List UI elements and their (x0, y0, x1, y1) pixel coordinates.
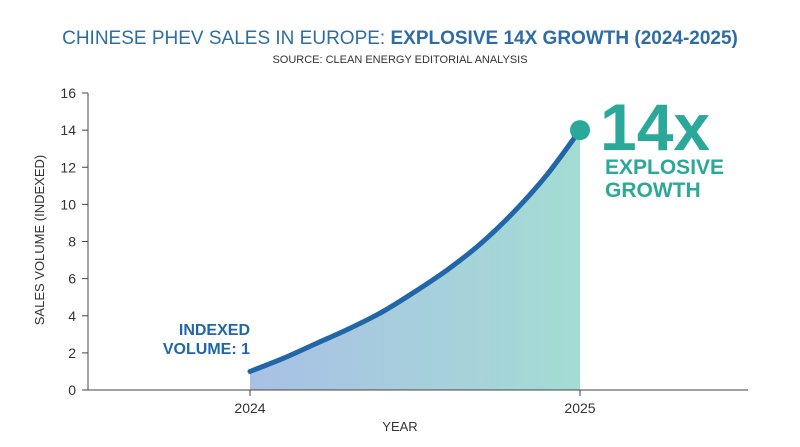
end-annotation-line2: GROWTH (605, 179, 701, 202)
growth-area-fill (250, 130, 580, 390)
chart-title: CHINESE PHEV SALES IN EUROPE: EXPLOSIVE … (62, 28, 738, 49)
y-tick-label: 2 (68, 345, 76, 361)
y-tick-label: 16 (60, 85, 76, 101)
x-ticks: 2024 2025 (234, 390, 596, 416)
y-tick-label: 4 (68, 308, 76, 324)
end-point-marker (570, 120, 590, 141)
x-axis-label: YEAR (382, 419, 417, 434)
end-annotation-big: 14x (600, 90, 710, 164)
y-ticks: 0 2 4 6 8 10 12 14 16 (60, 85, 88, 398)
y-tick-label: 12 (60, 159, 76, 175)
x-tick-label: 2024 (234, 400, 265, 416)
growth-line (247, 127, 583, 374)
y-tick-label: 10 (60, 196, 76, 212)
y-tick-label: 0 (68, 382, 76, 398)
y-tick-label: 6 (68, 271, 76, 287)
start-annotation-line2: VOLUME: 1 (163, 341, 250, 358)
y-axis-label: SALES VOLUME (INDEXED) (32, 155, 47, 326)
chart-subtitle: SOURCE: CLEAN ENERGY EDITORIAL ANALYSIS (272, 54, 527, 66)
y-tick-label: 8 (68, 234, 76, 250)
start-annotation-line1: INDEXED (179, 322, 250, 339)
end-annotation-line1: EXPLOSIVE (605, 156, 724, 179)
y-tick-label: 14 (60, 122, 76, 138)
x-tick-label: 2025 (564, 400, 595, 416)
